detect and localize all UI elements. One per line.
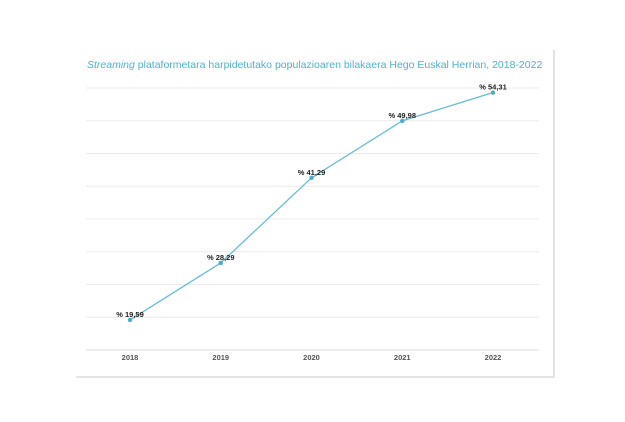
chart-title: Streaming plataformetara harpidetutako p… — [87, 59, 542, 71]
chart-title-italic: Streaming — [87, 59, 135, 71]
data-point — [309, 175, 314, 181]
x-tick-label: 2021 — [394, 353, 411, 362]
data-point — [127, 317, 133, 323]
data-label: % 28,29 — [207, 253, 235, 262]
data-point — [490, 90, 496, 95]
series-line — [129, 91, 494, 321]
chart-title-rest: plataformetara harpidetutako populazioar… — [134, 59, 543, 71]
data-label: % 49,98 — [388, 111, 416, 120]
x-tick-label: 2022 — [485, 353, 502, 362]
data-label: % 54,31 — [479, 83, 507, 92]
data-point — [218, 260, 223, 266]
chart-card — [76, 50, 555, 378]
x-tick-label: 2018 — [122, 353, 139, 362]
x-tick-label: 2019 — [212, 353, 229, 362]
data-label: % 19,59 — [116, 310, 144, 319]
x-tick-label: 2020 — [303, 353, 320, 362]
data-point — [400, 118, 405, 124]
data-label: % 41,29 — [298, 168, 326, 177]
